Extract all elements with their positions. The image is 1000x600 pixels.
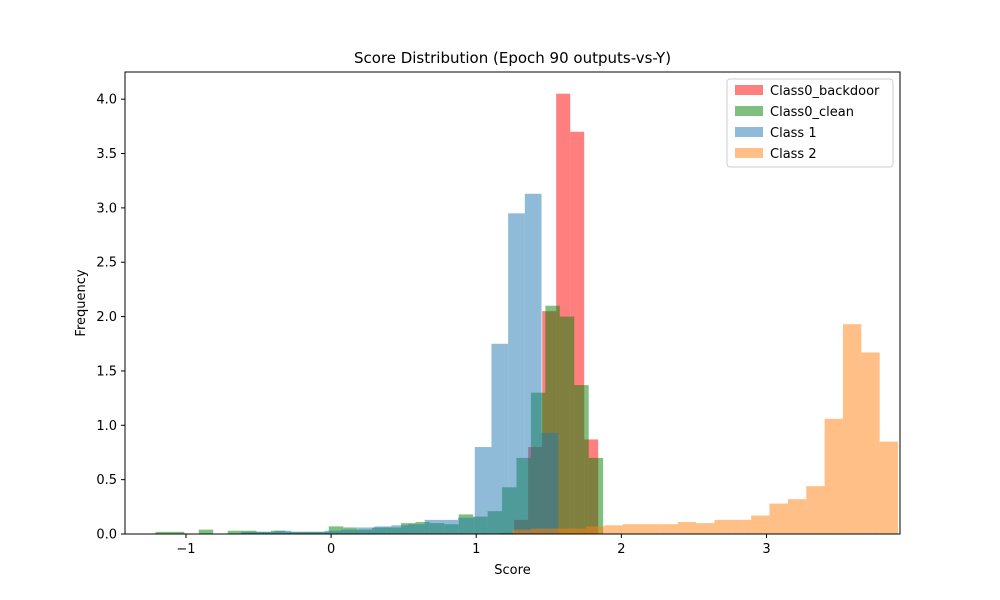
legend-swatch [735,106,763,116]
y-tick-label: 2.0 [96,310,117,325]
histogram-bar [842,324,862,534]
histogram-bar [714,519,733,534]
histogram-bar [291,531,308,534]
histogram-bar [328,526,344,534]
histogram-bar [622,524,642,534]
histogram-bar [585,526,605,534]
y-tick-label: 1.0 [96,419,117,434]
y-tick-label: 4.0 [96,93,117,108]
x-tick-label: 2 [617,542,625,557]
histogram-bar [641,524,660,534]
y-tick-label: 0.0 [96,528,117,543]
histogram-bar [696,523,715,534]
histogram-bar [441,519,459,534]
histogram-bar [567,528,586,534]
histogram-bar [458,517,475,534]
histogram-bar [274,530,292,534]
legend-box [726,78,894,168]
histogram-bar [806,486,825,534]
histogram-bar [155,531,170,534]
y-axis-ticks: 0.0 0.5 1.0 1.5 2.0 2.5 3.0 3.5 4.0 [96,93,125,543]
x-tick-label: 0 [327,542,335,557]
histogram-bar [512,529,531,534]
histogram-bar [408,524,425,534]
legend-swatch [735,85,763,95]
histogram-bar [198,529,214,534]
histogram-bar [751,515,770,534]
x-axis-label: Score [494,563,530,578]
histogram-bar [732,519,752,534]
histogram-bar [541,432,559,534]
histogram-bar [524,193,542,534]
histogram-bar [574,385,589,534]
x-tick-label: −1 [176,542,195,557]
histogram-bar [491,343,509,534]
legend-item: Class 2 [735,147,817,162]
histogram-bar [824,418,843,534]
histogram-bar [374,526,392,534]
x-tick-label: 3 [762,542,770,557]
histogram-bar [474,447,492,534]
histogram-bar [879,441,899,534]
histogram-bar [357,527,375,534]
histogram-bar [391,525,409,534]
histogram-bar [169,531,185,534]
series-2 [241,193,559,535]
y-tick-label: 1.5 [96,364,117,379]
x-tick-label: 1 [472,542,480,557]
legend-label: Class0_clean [770,105,854,120]
histogram-bar [227,530,243,534]
x-axis-ticks: −1 0 1 2 3 [176,534,771,557]
histogram-bar [307,531,325,534]
legend-item: Class0_clean [735,105,854,120]
y-axis-label: Frequency [74,269,89,336]
histogram-bar [559,316,575,534]
histogram-bar [508,213,525,535]
legend-item: Class0_backdoor [735,84,880,99]
series-3 [512,324,899,534]
legend-label: Class 2 [770,147,817,162]
histogram-bar [530,528,550,534]
y-tick-label: 2.5 [96,256,117,271]
legend-item: Class 1 [735,126,817,141]
histogram-bar [324,530,342,534]
histogram-bar [588,457,604,534]
histogram-bar [257,531,275,534]
y-tick-label: 0.5 [96,473,117,488]
y-tick-label: 3.5 [96,147,117,162]
histogram-bar [861,352,880,534]
histogram-bar [549,528,568,534]
histogram-bar [424,519,442,534]
legend-swatch [735,148,763,158]
axes-frame [124,71,901,535]
histogram-bar [769,503,788,534]
histogram-bar [659,524,678,534]
y-tick-label: 3.0 [96,201,117,216]
legend-label: Class 1 [770,126,817,141]
chart-title: Score Distribution (Epoch 90 outputs-vs-… [354,49,671,67]
histogram-bar [341,529,358,534]
histogram-bars [155,93,899,535]
histogram-bar [241,531,258,534]
legend-swatch [735,127,763,137]
histogram-bar [677,522,697,534]
legend: Class0_backdoor Class0_clean Class 1 Class … [726,78,894,168]
legend-label: Class0_backdoor [770,84,880,99]
histogram-bar [787,499,807,534]
histogram-bar [604,525,623,534]
